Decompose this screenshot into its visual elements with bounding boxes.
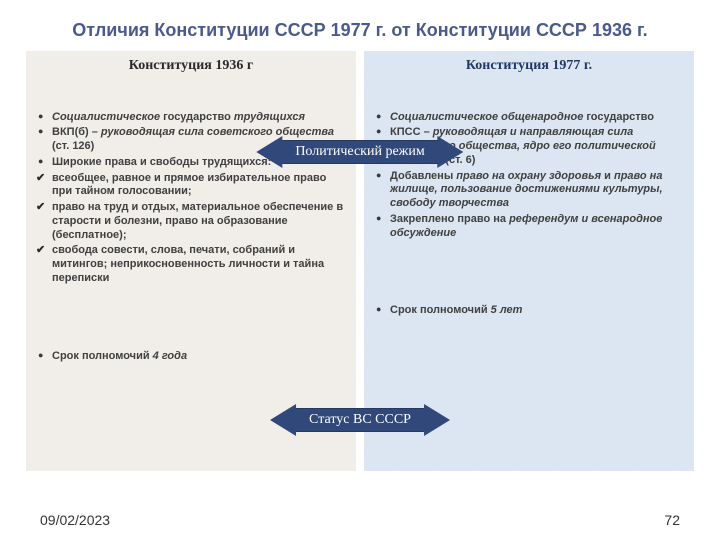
- list-item: право на труд и отдых, материальное обес…: [36, 201, 346, 242]
- arrow-status-vs: Статус ВС СССР: [294, 408, 426, 432]
- column-1936-list: Социалистическое государство трудящихсяВ…: [36, 111, 346, 286]
- column-1936-head: Конституция 1936 г: [36, 57, 346, 75]
- slide: Отличия Конституции СССР 1977 г. от Конс…: [0, 0, 720, 540]
- column-1977-term: Срок полномочий 5 лет: [374, 304, 684, 318]
- slide-title: Отличия Конституции СССР 1977 г. от Конс…: [26, 20, 694, 41]
- footer: 09/02/2023 72: [40, 512, 680, 528]
- list-item: Закреплено право на референдум и всенаро…: [374, 213, 684, 241]
- list-item: свобода совести, слова, печати, собраний…: [36, 244, 346, 285]
- column-1977-list: Социалистическое общенародное государств…: [374, 111, 684, 241]
- list-item: Срок полномочий 5 лет: [374, 304, 684, 318]
- arrow-right-head-icon: [438, 136, 464, 168]
- arrow-left-head-icon: [270, 404, 296, 436]
- list-item: Социалистическое общенародное государств…: [374, 111, 684, 125]
- footer-date: 09/02/2023: [40, 512, 110, 528]
- arrow-right-head-icon: [424, 404, 450, 436]
- column-1977-head: Конституция 1977 г.: [374, 57, 684, 75]
- arrow-political-regime: Политический режим: [280, 140, 439, 164]
- list-item: Срок полномочий 4 года: [36, 350, 346, 364]
- list-item: Социалистическое государство трудящихся: [36, 111, 346, 125]
- list-item: Добавлены право на охрану здоровья и пра…: [374, 170, 684, 211]
- footer-page: 72: [664, 512, 680, 528]
- column-1936-term: Срок полномочий 4 года: [36, 350, 346, 364]
- arrow-bottom-label: Статус ВС СССР: [309, 412, 411, 427]
- list-item: всеобщее, равное и прямое избирательное …: [36, 172, 346, 200]
- arrow-top-label: Политический режим: [295, 144, 424, 159]
- arrow-left-head-icon: [256, 136, 282, 168]
